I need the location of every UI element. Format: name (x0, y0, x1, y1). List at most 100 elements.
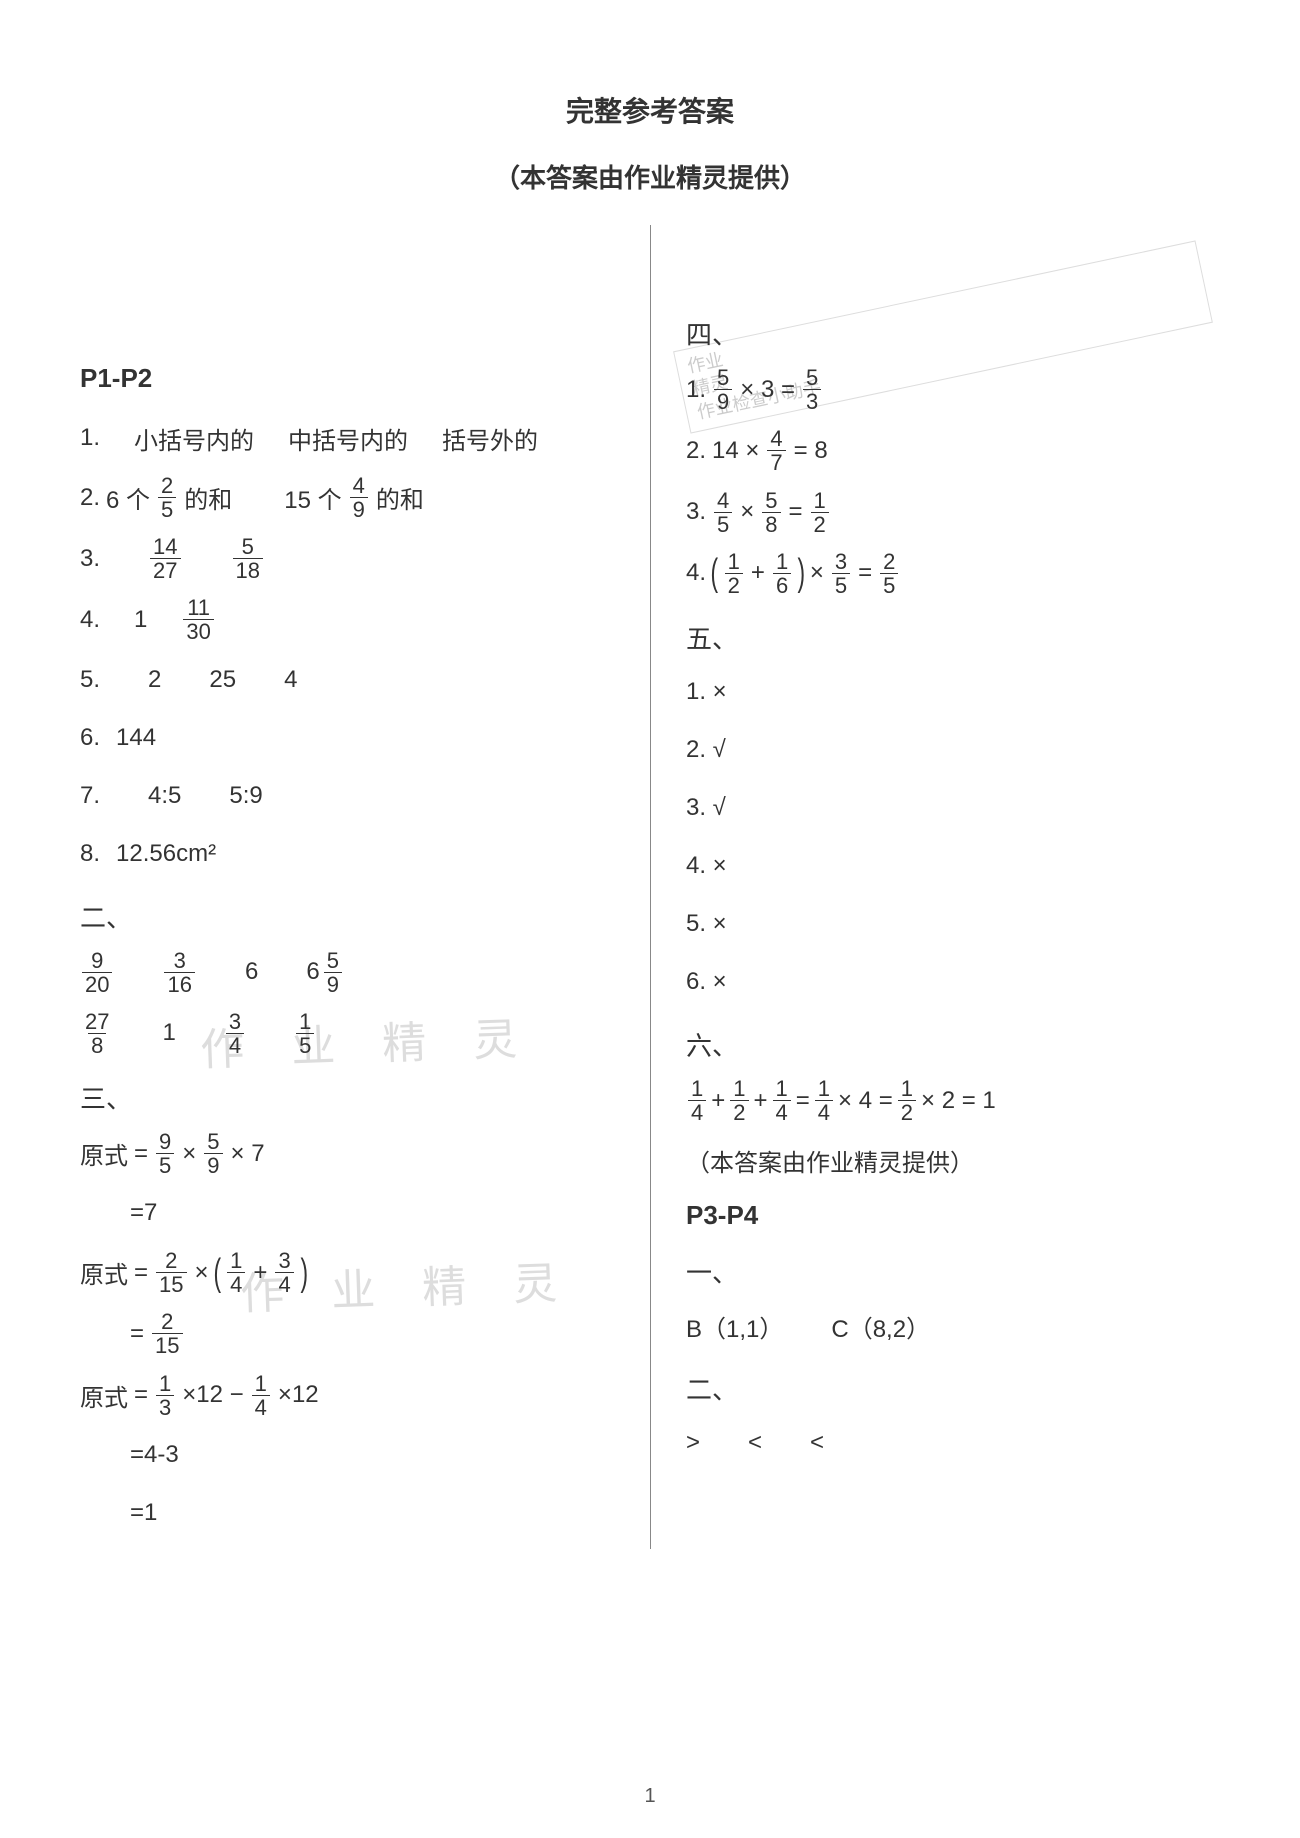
answer-line: 5. × (686, 902, 1220, 946)
numerator: 2 (162, 1249, 180, 1272)
page-subtitle: （本答案由作业精灵提供） (80, 158, 1220, 195)
operator: = (789, 498, 803, 526)
answer-text: 14 × (712, 437, 759, 465)
answer-line: B（1,1） C（8,2） (686, 1304, 1220, 1348)
denominator: 5 (880, 573, 898, 597)
numerator: 3 (275, 1249, 293, 1272)
fraction: 2 15 (152, 1310, 182, 1357)
fraction: 1 2 (725, 550, 743, 597)
fraction: 5 3 (803, 366, 821, 413)
fraction: 14 (688, 1077, 706, 1124)
answer-text: 小括号内的 (134, 421, 254, 456)
answer-line: > < < (686, 1421, 1220, 1465)
numerator: 2 (158, 474, 176, 497)
right-paren: ) (798, 554, 806, 592)
numerator: 1 (252, 1372, 270, 1395)
fraction: 5 18 (233, 535, 263, 582)
equals: = (130, 1320, 144, 1348)
note-text: （本答案由作业精灵提供） (686, 1143, 974, 1178)
section-header: P1-P2 (80, 363, 614, 394)
section-header: P3-P4 (686, 1200, 1220, 1231)
operator: + (751, 559, 765, 587)
equals: = (134, 1140, 148, 1168)
operator: × 4 = (838, 1087, 893, 1115)
answer-text: 144 (116, 724, 156, 752)
equation-result: =7 (80, 1191, 614, 1235)
denominator: 9 (324, 972, 342, 996)
answer-text: > (686, 1429, 700, 1457)
item-number: 4. (686, 559, 706, 587)
denominator: 4 (773, 1100, 791, 1124)
numerator: 1 (296, 1010, 314, 1033)
numerator: 4 (767, 427, 785, 450)
result-text: =4-3 (130, 1441, 179, 1469)
operator: × (182, 1140, 196, 1168)
fraction: 1 4 (252, 1372, 270, 1419)
fraction: 27 8 (82, 1010, 112, 1057)
answer-text: 6 个 (106, 480, 150, 515)
left-paren: ( (711, 554, 719, 592)
answer-text: 5:9 (229, 782, 262, 810)
fraction: 4 5 (714, 489, 732, 536)
fraction: 3 4 (226, 1010, 244, 1057)
answer-text: 括号外的 (442, 421, 538, 456)
numerator: 1 (730, 1077, 748, 1100)
answer-line: 4. 1 11 30 (80, 596, 614, 643)
fraction: 1 2 (811, 489, 829, 536)
denominator: 5 (158, 497, 176, 521)
page-number: 1 (644, 1785, 655, 1808)
denominator: 4 (227, 1272, 245, 1296)
fraction: 1 5 (296, 1010, 314, 1057)
answer-line: 6. × (686, 960, 1220, 1004)
numerator: 27 (82, 1010, 112, 1033)
answer-text: = 8 (794, 437, 828, 465)
denominator: 5 (832, 573, 850, 597)
denominator: 9 (350, 497, 368, 521)
equals: = (134, 1259, 148, 1287)
result-text: =7 (130, 1199, 157, 1227)
equation-line: 原式 = 1 3 ×12 − 1 4 ×12 (80, 1372, 614, 1419)
numerator: 2 (880, 550, 898, 573)
item-number: 2. (686, 437, 706, 465)
operator: × (195, 1259, 209, 1287)
fraction: 14 (815, 1077, 833, 1124)
fraction: 14 (773, 1077, 791, 1124)
answer-text: 6 (245, 958, 258, 986)
fraction: 3 5 (832, 550, 850, 597)
answer-text: 2 (148, 666, 161, 694)
numerator: 11 (184, 596, 213, 619)
fraction: 9 20 (82, 949, 112, 996)
answer-text: < (810, 1429, 824, 1457)
answer-text: B（1,1） (686, 1309, 783, 1344)
equation-label: 原式 (80, 1378, 128, 1413)
numerator: 3 (832, 550, 850, 573)
answer-line: 8. 12.56cm² (80, 832, 614, 876)
tf-answer: 3. √ (686, 794, 726, 822)
fraction: 2 5 (158, 474, 176, 521)
answer-text: 1 (162, 1019, 175, 1047)
numerator: 1 (156, 1372, 174, 1395)
item-number: 8. (80, 840, 100, 868)
denominator: 16 (164, 972, 194, 996)
right-paren: ) (300, 1254, 308, 1292)
denominator: 18 (233, 558, 263, 582)
fraction: 1 4 (227, 1249, 245, 1296)
fraction: 3 16 (164, 949, 194, 996)
denominator: 4 (688, 1100, 706, 1124)
answer-text: < (748, 1429, 762, 1457)
denominator: 3 (803, 389, 821, 413)
answer-line: 1. 小括号内的 中括号内的 括号外的 (80, 416, 614, 460)
column-divider (650, 225, 651, 1549)
denominator: 15 (156, 1272, 186, 1296)
numerator: 1 (773, 1077, 791, 1100)
fraction: 12 (898, 1077, 916, 1124)
equation-label: 原式 (80, 1255, 128, 1290)
operator: × (810, 559, 824, 587)
fraction: 2 5 (880, 550, 898, 597)
denominator: 5 (296, 1033, 314, 1057)
denominator: 5 (714, 512, 732, 536)
answer-text: 25 (209, 666, 236, 694)
numerator: 5 (324, 949, 342, 972)
answer-text: 15 个 (284, 480, 341, 515)
equation-result: =1 (80, 1491, 614, 1535)
